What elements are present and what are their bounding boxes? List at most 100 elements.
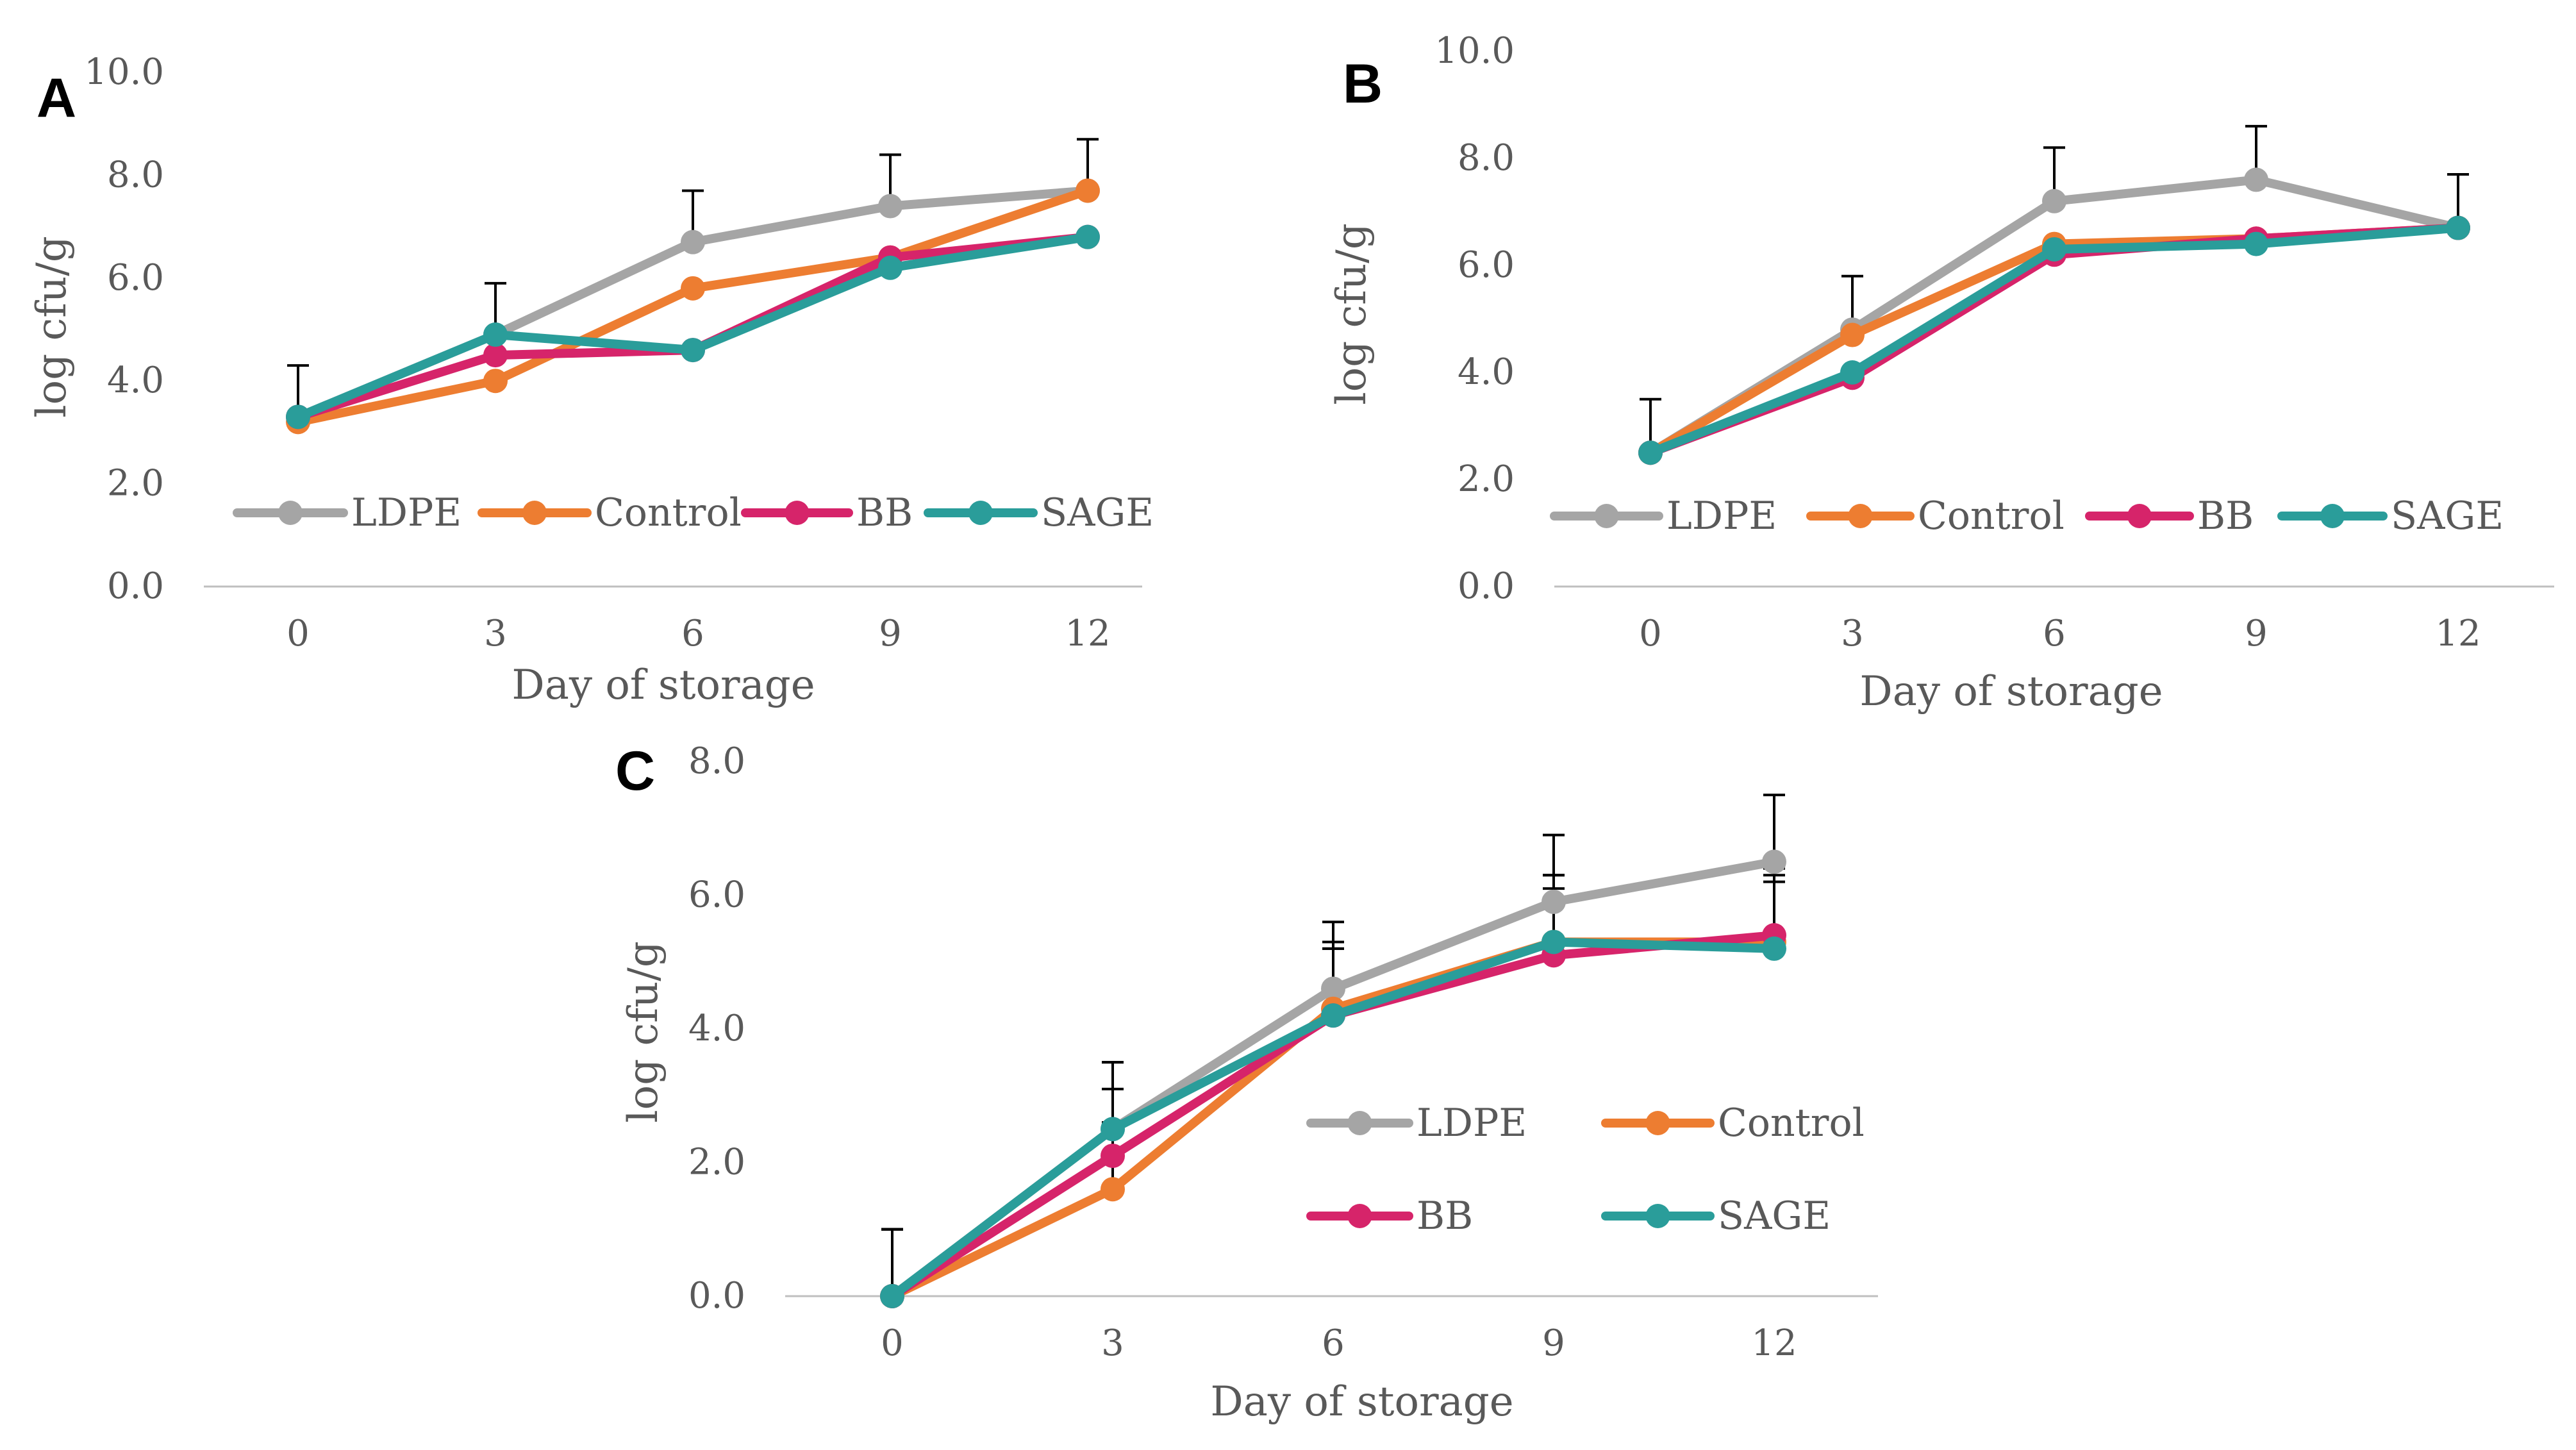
legend-label: LDPE bbox=[1417, 1101, 1527, 1146]
chart-panel-c: 0.0 2.0 4.0 6.0 8.0 0 3 6 9 12 Day of storage log c… bbox=[615, 740, 1878, 1426]
data-point-sage bbox=[880, 1284, 904, 1308]
legend-swatch-marker bbox=[1594, 504, 1619, 528]
x-tick-label: 9 bbox=[879, 613, 902, 654]
legend-swatch-marker bbox=[522, 501, 547, 525]
panel-label: B bbox=[1343, 53, 1383, 115]
x-tick-label: 0 bbox=[287, 613, 310, 654]
chart-panel-a: 0.0 2.0 4.0 6.0 8.0 10.0 0 3 6 9 12 Day of storage l… bbox=[28, 51, 1154, 709]
legend-swatch-marker bbox=[1645, 1111, 1670, 1135]
legend-label: BB bbox=[2197, 494, 2254, 538]
data-point-ldpe bbox=[878, 194, 902, 219]
data-point-sage bbox=[483, 322, 508, 347]
x-tick-label: 9 bbox=[1542, 1322, 1565, 1364]
x-tick-label: 3 bbox=[1101, 1322, 1124, 1364]
x-tick-label: 12 bbox=[1065, 613, 1110, 654]
data-point-sage bbox=[1840, 360, 1865, 385]
y-tick-label: 0.0 bbox=[1458, 565, 1515, 607]
y-tick-label: 8.0 bbox=[688, 740, 745, 782]
legend-label: SAGE bbox=[1718, 1194, 1831, 1238]
legend-swatch-marker bbox=[1347, 1204, 1372, 1228]
data-point-sage bbox=[878, 255, 902, 280]
legend-swatch-marker bbox=[2127, 504, 2152, 528]
data-point-ldpe bbox=[1321, 976, 1345, 1001]
legend-item-control: Control bbox=[478, 490, 742, 535]
data-point-control bbox=[483, 369, 508, 394]
y-tick-label: 6.0 bbox=[688, 874, 745, 916]
x-tick-label: 6 bbox=[2043, 613, 2066, 654]
x-tick-label: 12 bbox=[1751, 1322, 1797, 1364]
legend-label: Control bbox=[1718, 1101, 1865, 1146]
data-point-sage bbox=[681, 338, 705, 363]
legend-item-bb: BB bbox=[1306, 1194, 1473, 1238]
y-tick-label: 2.0 bbox=[1458, 458, 1515, 500]
data-point-sage bbox=[1762, 936, 1786, 961]
data-point-bb bbox=[1101, 1144, 1125, 1169]
x-tick-label: 0 bbox=[881, 1322, 904, 1364]
data-point-ldpe bbox=[681, 229, 705, 254]
x-tick-label: 6 bbox=[681, 613, 704, 654]
legend-label: BB bbox=[1417, 1194, 1473, 1238]
data-point-sage bbox=[2446, 215, 2470, 240]
data-point-sage bbox=[1638, 440, 1663, 465]
legend-item-sage: SAGE bbox=[1601, 1194, 1831, 1238]
y-tick-label: 4.0 bbox=[107, 360, 164, 401]
panel-label: C bbox=[615, 740, 655, 802]
x-axis-title: Day of storage bbox=[1210, 1378, 1513, 1426]
y-axis-title: log cfu/g bbox=[1328, 223, 1375, 405]
y-axis-title: log cfu/g bbox=[28, 236, 76, 418]
data-point-ldpe bbox=[2244, 167, 2268, 192]
data-point-sage bbox=[1541, 929, 1566, 954]
y-tick-label: 6.0 bbox=[107, 257, 164, 299]
y-tick-label: 0.0 bbox=[107, 565, 164, 607]
legend-item-ldpe: LDPE bbox=[233, 490, 461, 535]
data-point-control bbox=[681, 276, 705, 301]
data-point-control bbox=[1840, 322, 1865, 347]
data-point-control bbox=[1101, 1177, 1125, 1202]
x-axis-title: Day of storage bbox=[1859, 668, 2163, 715]
x-tick-label: 6 bbox=[1322, 1322, 1345, 1364]
x-tick-label: 3 bbox=[1841, 613, 1864, 654]
x-tick-label: 3 bbox=[484, 613, 507, 654]
x-axis-title: Day of storage bbox=[511, 662, 815, 709]
chart-panel-b: 0.0 2.0 4.0 6.0 8.0 10.0 0 3 6 9 12 Day of storage l… bbox=[1328, 30, 2554, 715]
x-tick-label: 9 bbox=[2245, 613, 2268, 654]
y-tick-label: 10.0 bbox=[84, 51, 164, 93]
y-tick-label: 4.0 bbox=[688, 1008, 745, 1049]
legend-item-ldpe: LDPE bbox=[1550, 494, 1777, 538]
y-tick-label: 8.0 bbox=[1458, 137, 1515, 179]
legend-swatch-marker bbox=[2320, 504, 2345, 528]
legend-swatch-marker bbox=[1347, 1111, 1372, 1135]
legend-label: LDPE bbox=[1666, 494, 1777, 538]
data-point-control bbox=[1076, 178, 1100, 203]
legend-item-control: Control bbox=[1601, 1101, 1865, 1146]
data-point-ldpe bbox=[2042, 188, 2066, 213]
data-point-sage bbox=[2244, 231, 2268, 256]
y-tick-label: 6.0 bbox=[1458, 244, 1515, 286]
legend-item-bb: BB bbox=[2085, 494, 2254, 538]
legend-swatch-marker bbox=[968, 501, 993, 525]
data-point-bb bbox=[483, 343, 508, 368]
x-tick-label: 0 bbox=[1639, 613, 1662, 654]
data-point-sage bbox=[286, 404, 310, 429]
data-point-sage bbox=[1321, 1003, 1345, 1028]
legend-label: Control bbox=[1918, 494, 2065, 538]
x-tick-label: 12 bbox=[2435, 613, 2480, 654]
y-tick-label: 2.0 bbox=[688, 1142, 745, 1183]
data-point-sage bbox=[2042, 237, 2066, 262]
data-point-ldpe bbox=[1541, 889, 1566, 914]
panel-label: A bbox=[37, 67, 76, 129]
y-tick-label: 8.0 bbox=[107, 154, 164, 196]
y-tick-label: 2.0 bbox=[107, 463, 164, 504]
legend-item-control: Control bbox=[1806, 494, 2065, 538]
legend-label: BB bbox=[856, 490, 913, 535]
legend-item-sage: SAGE bbox=[924, 490, 1154, 535]
series-line-bb bbox=[294, 232, 1092, 422]
legend-label: Control bbox=[595, 490, 742, 535]
data-point-ldpe bbox=[1762, 849, 1786, 874]
legend-swatch-marker bbox=[1645, 1204, 1670, 1228]
y-tick-label: 0.0 bbox=[688, 1275, 745, 1317]
legend-item-ldpe: LDPE bbox=[1306, 1101, 1527, 1146]
legend-label: SAGE bbox=[2391, 494, 2504, 538]
legend-swatch-marker bbox=[278, 501, 303, 525]
legend-swatch-marker bbox=[785, 501, 810, 525]
